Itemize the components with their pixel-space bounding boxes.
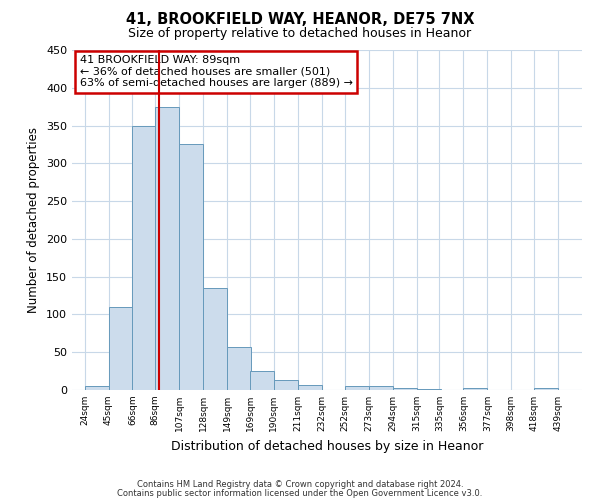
Bar: [203, 288, 227, 390]
Bar: [392, 388, 416, 390]
Y-axis label: Number of detached properties: Number of detached properties: [28, 127, 40, 313]
Text: Contains HM Land Registry data © Crown copyright and database right 2024.: Contains HM Land Registry data © Crown c…: [137, 480, 463, 489]
Bar: [274, 380, 298, 390]
Bar: [250, 371, 274, 390]
Bar: [344, 386, 368, 390]
Bar: [109, 307, 133, 390]
Text: 41, BROOKFIELD WAY, HEANOR, DE75 7NX: 41, BROOKFIELD WAY, HEANOR, DE75 7NX: [126, 12, 474, 28]
Bar: [227, 347, 251, 390]
X-axis label: Distribution of detached houses by size in Heanor: Distribution of detached houses by size …: [171, 440, 483, 452]
Text: 41 BROOKFIELD WAY: 89sqm
← 36% of detached houses are smaller (501)
63% of semi-: 41 BROOKFIELD WAY: 89sqm ← 36% of detach…: [80, 55, 353, 88]
Bar: [534, 388, 558, 390]
Bar: [368, 386, 392, 390]
Bar: [298, 384, 322, 390]
Bar: [416, 389, 440, 390]
Bar: [155, 106, 179, 390]
Bar: [133, 126, 157, 390]
Bar: [85, 386, 109, 390]
Bar: [463, 388, 487, 390]
Text: Size of property relative to detached houses in Heanor: Size of property relative to detached ho…: [128, 28, 472, 40]
Text: Contains public sector information licensed under the Open Government Licence v3: Contains public sector information licen…: [118, 488, 482, 498]
Bar: [179, 144, 203, 390]
